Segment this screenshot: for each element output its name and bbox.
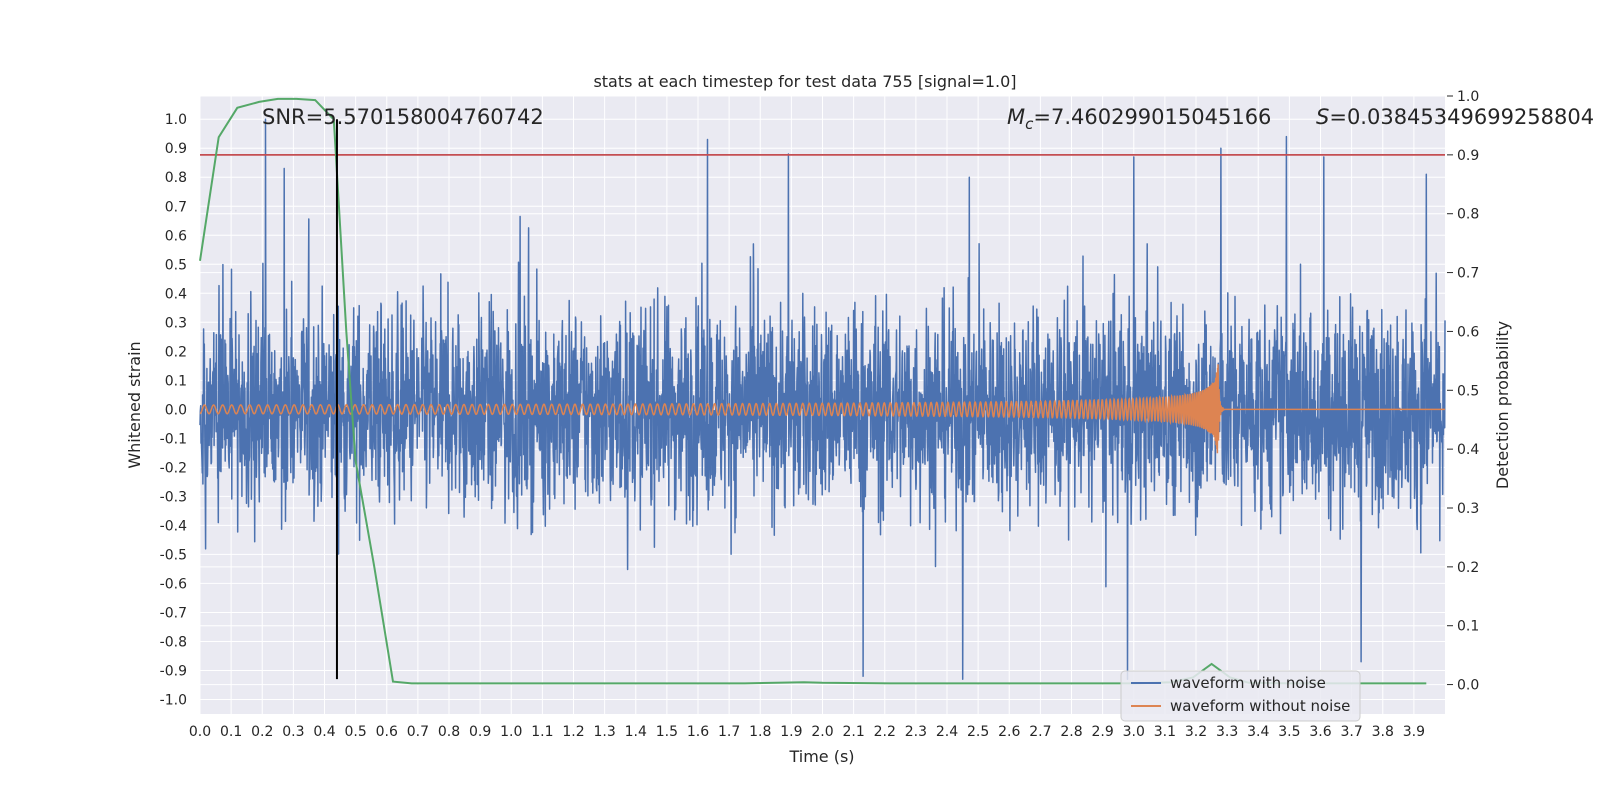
chirp-mass-value: =7.460299015045166 xyxy=(1033,105,1271,129)
legend-label-noise: waveform with noise xyxy=(1170,674,1326,692)
y2-tick-label: 0.0 xyxy=(1457,678,1479,694)
x-tick-label: 0.0 xyxy=(189,724,211,740)
chirp-mass-annotation: Mc=7.460299015045166 xyxy=(1007,105,1271,133)
x-tick-label: 0.4 xyxy=(313,724,335,740)
x-tick-label: 3.3 xyxy=(1216,724,1238,740)
x-tick-label: 0.2 xyxy=(251,724,273,740)
y-tick-label: -0.7 xyxy=(160,605,187,621)
x-tick-label: 2.0 xyxy=(811,724,833,740)
y-tick-label: 0.2 xyxy=(165,344,187,360)
y2-tick-label: 0.2 xyxy=(1457,560,1479,576)
x-tick-label: 0.9 xyxy=(469,724,491,740)
y-tick-label: 0.1 xyxy=(165,373,187,389)
y-tick-label: 1.0 xyxy=(165,112,187,128)
series-layer xyxy=(199,97,1446,685)
x-axis-label: Time (s) xyxy=(788,747,854,766)
x-tick-label: 2.3 xyxy=(905,724,927,740)
y-tick-label: -0.3 xyxy=(160,489,187,505)
s-value: =0.03845349699258804 xyxy=(1329,105,1594,129)
y-tick-label: -0.1 xyxy=(160,431,187,447)
y-axis-label: Whitened strain xyxy=(125,341,144,468)
x-tick-label: 1.3 xyxy=(593,724,615,740)
series-detection-probability xyxy=(199,97,1427,685)
y2-tick-label: 0.5 xyxy=(1457,383,1479,399)
y2-tick-label: 0.3 xyxy=(1457,501,1479,517)
y-tick-label: -0.5 xyxy=(160,547,187,563)
x-tick-label: 3.5 xyxy=(1278,724,1300,740)
y-tick-label: -0.4 xyxy=(160,518,187,534)
x-tick-label: 3.9 xyxy=(1403,724,1425,740)
y2-tick-label: 0.9 xyxy=(1457,148,1479,164)
x-tick-label: 2.7 xyxy=(1029,724,1051,740)
x-tick-label: 2.6 xyxy=(998,724,1020,740)
chirp-mass-subscript: c xyxy=(1025,115,1034,133)
legend-label-clean: waveform without noise xyxy=(1170,697,1350,715)
x-tick-label: 2.2 xyxy=(874,724,896,740)
x-tick-label: 2.9 xyxy=(1091,724,1113,740)
y2-tick-label: 0.4 xyxy=(1457,442,1479,458)
x-tick-label: 1.1 xyxy=(531,724,553,740)
y-tick-label: -0.2 xyxy=(160,460,187,476)
x-tick-label: 2.1 xyxy=(842,724,864,740)
y-tick-label: 0.9 xyxy=(165,141,187,157)
chirp-mass-symbol: M xyxy=(1007,105,1025,129)
y-tick-label: 0.0 xyxy=(165,402,187,418)
y-tick-label: -1.0 xyxy=(160,692,187,708)
y-axis-ticks: -1.0 -0.9 -0.8 -0.7 -0.6 -0.5 -0.4 -0.3 -0.2 -0.1… xyxy=(160,112,187,708)
x-tick-label: 3.4 xyxy=(1247,724,1269,740)
legend: waveform with noise waveform without noi… xyxy=(1120,670,1361,722)
x-tick-label: 2.5 xyxy=(967,724,989,740)
x-tick-label: 0.7 xyxy=(407,724,429,740)
x-tick-label: 1.6 xyxy=(687,724,709,740)
x-tick-label: 2.8 xyxy=(1060,724,1082,740)
y2-tick-label: 0.6 xyxy=(1457,324,1479,340)
x-tick-label: 1.4 xyxy=(625,724,647,740)
chart-title: stats at each timestep for test data 755… xyxy=(593,72,1016,91)
x-tick-label: 2.4 xyxy=(936,724,958,740)
y-tick-label: -0.9 xyxy=(160,663,187,679)
y-tick-label: 0.8 xyxy=(165,170,187,186)
y-tick-label: 0.7 xyxy=(165,199,187,215)
y-tick-label: -0.8 xyxy=(160,634,187,650)
series-waveform-without-noise xyxy=(199,364,1445,454)
x-tick-label: 0.5 xyxy=(344,724,366,740)
y2-tick-label: 0.7 xyxy=(1457,266,1479,282)
x-tick-label: 0.6 xyxy=(376,724,398,740)
x-axis-ticks: 0.0 0.1 0.2 0.3 0.4 0.5 0.6 0.7 0.8 0.9 1.0 1.1 1.2 1… xyxy=(189,724,1425,740)
x-tick-label: 1.5 xyxy=(656,724,678,740)
x-tick-label: 3.0 xyxy=(1123,724,1145,740)
y2-axis-ticks: 0.0 0.1 0.2 0.3 0.4 0.5 0.6 0.7 0.8 0.9 1.0 xyxy=(1447,89,1479,694)
x-tick-label: 3.6 xyxy=(1309,724,1331,740)
y2-tick-label: 0.1 xyxy=(1457,619,1479,635)
y-tick-label: 0.4 xyxy=(165,286,187,302)
x-tick-label: 1.7 xyxy=(718,724,740,740)
y2-tick-label: 0.8 xyxy=(1457,207,1479,223)
s-symbol: S xyxy=(1316,105,1329,129)
x-tick-label: 3.2 xyxy=(1185,724,1207,740)
x-tick-label: 3.7 xyxy=(1340,724,1362,740)
y-tick-label: -0.6 xyxy=(160,576,187,592)
s-annotation: S=0.03845349699258804 xyxy=(1316,105,1594,129)
x-tick-label: 0.8 xyxy=(438,724,460,740)
x-tick-label: 0.3 xyxy=(282,724,304,740)
x-tick-label: 1.0 xyxy=(500,724,522,740)
snr-annotation: SNR=5.570158004760742 xyxy=(262,105,544,129)
y-tick-label: 0.5 xyxy=(165,257,187,273)
x-tick-label: 0.1 xyxy=(220,724,242,740)
x-tick-label: 1.2 xyxy=(562,724,584,740)
x-tick-label: 1.9 xyxy=(780,724,802,740)
x-tick-label: 1.8 xyxy=(749,724,771,740)
y-tick-label: 0.3 xyxy=(165,315,187,331)
y2-tick-label: 1.0 xyxy=(1457,89,1479,105)
x-tick-label: 3.1 xyxy=(1154,724,1176,740)
x-tick-label: 3.8 xyxy=(1372,724,1394,740)
legend-box xyxy=(1120,670,1361,722)
y2-axis-label: Detection probability xyxy=(1493,321,1512,489)
y-tick-label: 0.6 xyxy=(165,228,187,244)
